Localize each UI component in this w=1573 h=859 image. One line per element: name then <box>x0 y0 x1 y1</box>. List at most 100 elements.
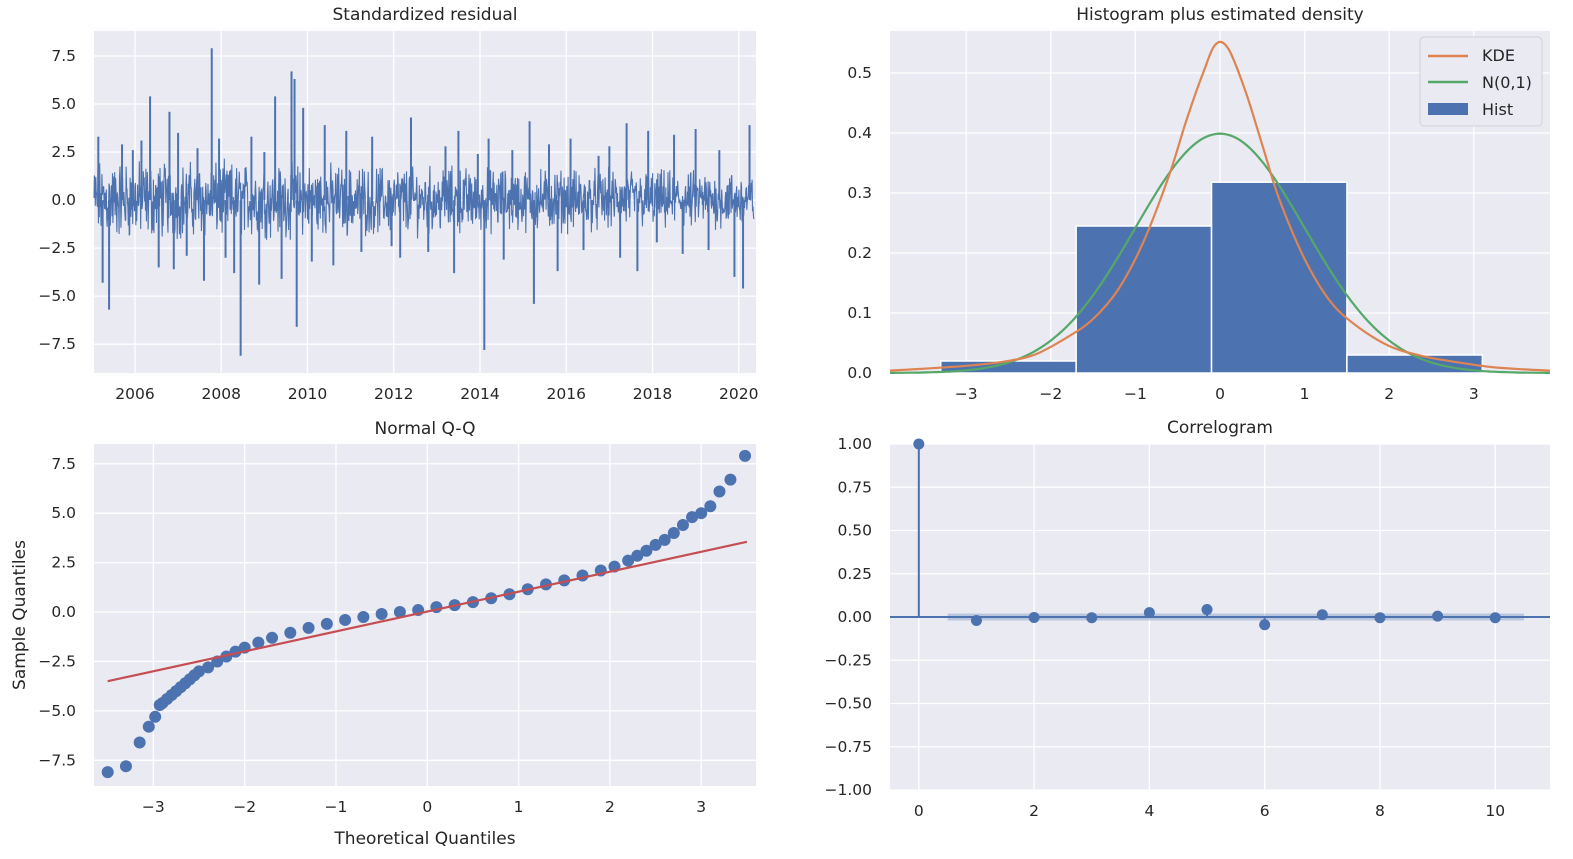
qq-point <box>724 473 737 486</box>
x-tick-label: 2020 <box>719 385 758 403</box>
x-tick-label: 2018 <box>633 385 672 403</box>
qq-point <box>640 544 653 557</box>
qq-point <box>686 511 699 524</box>
y-tick-label: 0.50 <box>837 522 872 540</box>
acf-point <box>1086 612 1098 624</box>
x-tick-label: 10 <box>1485 802 1505 820</box>
x-tick-label: 0 <box>422 798 432 816</box>
y-tick-label: 0.4 <box>847 124 872 142</box>
x-tick-label: 2008 <box>201 385 240 403</box>
qq-point <box>739 449 752 462</box>
qq-point <box>101 766 114 779</box>
acf-point <box>1432 610 1444 622</box>
qq-x-axis-label: Theoretical Quantiles <box>333 829 515 849</box>
acf-point <box>1028 612 1040 624</box>
qq-panel: −3 −2 −1 0 1 2 3 7.5 5.0 2.5 0.0 −2.5 −5.0 −7.5 Norma… <box>10 419 756 849</box>
qq-point <box>119 760 132 773</box>
qq-point <box>375 608 388 621</box>
histogram-title: Histogram plus estimated density <box>1076 5 1363 25</box>
acf-point <box>1374 612 1386 624</box>
x-tick-label: 2012 <box>374 385 413 403</box>
qq-point <box>252 636 265 649</box>
acf-point <box>970 614 982 626</box>
y-tick-label: −0.50 <box>825 695 873 713</box>
y-tick-label: 0.0 <box>51 191 76 209</box>
residual-ticks: 2006 2008 2010 2012 2014 2016 2018 2020 7.5 5.0 2.… <box>38 47 758 403</box>
qq-point <box>667 526 680 539</box>
x-tick-label: −3 <box>955 385 978 403</box>
x-tick-label: 3 <box>696 798 706 816</box>
y-tick-label: 0.1 <box>847 304 872 322</box>
y-tick-label: 5.0 <box>51 95 76 113</box>
qq-point <box>302 621 315 634</box>
acf-point <box>1259 619 1271 631</box>
qq-point <box>220 650 233 663</box>
y-tick-label: 0.25 <box>837 565 872 583</box>
x-tick-label: 6 <box>1260 802 1270 820</box>
qq-marks <box>101 449 752 779</box>
x-tick-label: 4 <box>1144 802 1154 820</box>
acf-point <box>913 438 925 450</box>
y-tick-label: −7.5 <box>38 335 76 353</box>
qq-point <box>142 720 155 733</box>
qq-plot-area <box>94 444 756 786</box>
y-tick-label: 0.0 <box>51 603 76 621</box>
y-tick-label: 2.5 <box>51 143 76 161</box>
qq-point <box>631 549 644 562</box>
x-tick-label: 1 <box>514 798 524 816</box>
x-tick-label: 2006 <box>115 385 154 403</box>
x-tick-label: 0 <box>914 802 924 820</box>
qq-point <box>320 617 333 630</box>
histogram-bar <box>1210 181 1348 374</box>
x-tick-label: 2014 <box>460 385 499 403</box>
qq-point <box>339 613 352 626</box>
kde-line <box>889 40 1551 372</box>
correlogram-title: Correlogram <box>1167 418 1273 438</box>
residual-panel: 2006 2008 2010 2012 2014 2016 2018 2020 7.5 5.0 2.… <box>38 5 758 403</box>
x-tick-label: −2 <box>233 798 256 816</box>
legend-hist-swatch <box>1428 103 1468 115</box>
qq-point <box>658 533 671 546</box>
qq-point <box>357 610 370 623</box>
x-tick-label: 8 <box>1375 802 1385 820</box>
qq-point <box>393 606 406 619</box>
qq-point <box>266 631 279 644</box>
legend-normal-label: N(0,1) <box>1482 73 1532 92</box>
y-tick-label: 2.5 <box>51 554 76 572</box>
qq-point <box>695 507 708 520</box>
residual-grid <box>94 31 756 373</box>
correlogram-marks <box>890 438 1550 631</box>
qq-point <box>622 554 635 567</box>
histogram-marks <box>889 40 1551 374</box>
x-tick-label: −1 <box>1124 385 1147 403</box>
qq-reference-line <box>107 540 748 683</box>
x-tick-label: 3 <box>1469 385 1479 403</box>
legend-kde-label: KDE <box>1482 46 1515 65</box>
correlogram-ticks: 0 2 4 6 8 10 1.00 0.75 0.50 0.25 0.00 −0.25 −0.50 −0.… <box>825 435 1506 820</box>
y-tick-label: −1.00 <box>825 781 873 799</box>
qq-point <box>284 626 297 639</box>
x-tick-label: 2 <box>605 798 615 816</box>
qq-title: Normal Q-Q <box>375 419 476 439</box>
qq-point <box>704 500 717 513</box>
x-tick-label: 2 <box>1384 385 1394 403</box>
y-tick-label: −5.0 <box>38 702 76 720</box>
legend-hist-label: Hist <box>1482 100 1513 119</box>
acf-point <box>1143 607 1155 619</box>
x-tick-label: 2 <box>1029 802 1039 820</box>
qq-point <box>149 710 162 723</box>
x-tick-label: 1 <box>1300 385 1310 403</box>
correlogram-panel: 0 2 4 6 8 10 1.00 0.75 0.50 0.25 0.00 −0.25 −0.50 −0.… <box>825 418 1550 820</box>
y-tick-label: −5.0 <box>38 287 76 305</box>
histogram-panel: −3 −2 −1 0 1 2 3 0.0 0.1 0.2 0.3 0.4 0.5 Histogram p… <box>847 5 1551 403</box>
acf-point <box>1316 609 1328 621</box>
histogram-bar <box>1075 225 1213 374</box>
qq-point <box>133 736 146 749</box>
x-tick-label: 2010 <box>288 385 327 403</box>
x-tick-label: −2 <box>1039 385 1062 403</box>
y-tick-label: 1.00 <box>837 435 872 453</box>
y-tick-label: 7.5 <box>51 455 76 473</box>
qq-point <box>193 665 206 678</box>
x-tick-label: 0 <box>1215 385 1225 403</box>
qq-y-axis-label: Sample Quantiles <box>10 540 30 690</box>
